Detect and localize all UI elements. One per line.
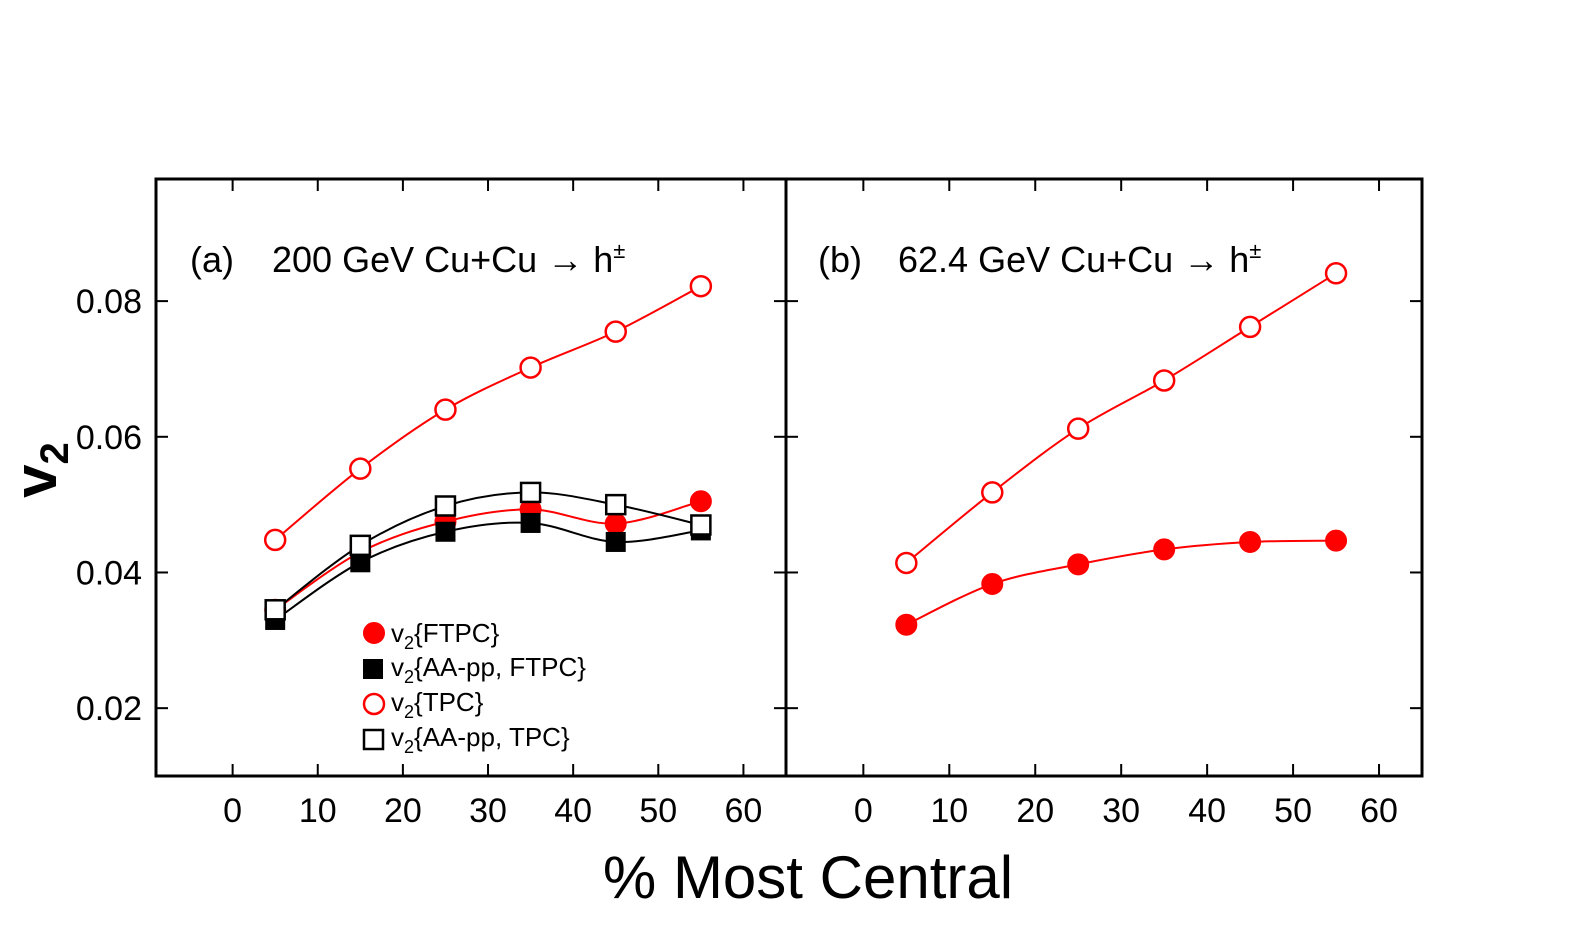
data-point: [434, 398, 457, 421]
data-point: [895, 613, 918, 636]
series-1: [895, 262, 1348, 575]
data-point: [1325, 529, 1348, 552]
x-tick-label: 50: [639, 792, 677, 830]
x-axis-title: % Most Central: [603, 844, 1013, 911]
data-point: [1152, 369, 1176, 392]
legend-label-aapp-tpc: v2{AA-pp, TPC}: [391, 722, 570, 757]
y-tick-label: 0.04: [76, 554, 142, 592]
panel-b-label: (b): [818, 239, 862, 280]
x-tick-label: 60: [725, 792, 763, 830]
series-line: [274, 500, 702, 611]
legend-label-tpc: v2{TPC}: [391, 687, 484, 722]
legend-label-aapp-ftpc: v2{AA-pp, FTPC}: [391, 652, 586, 687]
panel-b-title: 62.4 GeV Cu+Cu → h±: [898, 238, 1261, 280]
series-line: [274, 491, 702, 611]
panel-a-title: 200 GeV Cu+Cu → h±: [272, 238, 625, 280]
x-tick-label: 30: [469, 792, 507, 830]
data-point: [981, 573, 1004, 596]
data-point: [689, 274, 713, 298]
legend-marker-ftpc: [363, 622, 385, 644]
data-point: [519, 481, 542, 504]
panel-a: 0 10 20 30 40 50 60 0.02 0.04 0.06 0.08: [76, 177, 788, 830]
legend: v2{FTPC} v2{AA-pp, FTPC} v2{TPC} v2{AA-p…: [362, 618, 586, 757]
y-tick-label: 0.06: [76, 419, 142, 457]
data-point: [604, 512, 627, 535]
series-line: [274, 521, 701, 621]
y-axis-title: v2: [2, 442, 77, 498]
data-point: [435, 521, 456, 542]
data-point: [689, 490, 712, 513]
data-point: [1238, 315, 1262, 339]
data-point: [1239, 530, 1262, 553]
data-point: [1153, 538, 1176, 561]
x-tick-label: 60: [1360, 792, 1398, 830]
series-3: [264, 481, 712, 621]
x-tick-label: 20: [1016, 792, 1054, 830]
data-point: [1067, 553, 1090, 576]
x-tick-label: 50: [1274, 792, 1312, 830]
panel-a-label: (a): [190, 239, 234, 280]
data-point: [1324, 262, 1348, 285]
x-tick-label: 30: [1102, 792, 1140, 830]
legend-marker-tpc: [362, 692, 386, 716]
legend-item-tpc: v2{TPC}: [362, 687, 484, 722]
series-2: [263, 274, 713, 552]
data-point: [1066, 417, 1090, 440]
data-point: [519, 356, 542, 379]
legend-label-ftpc: v2{FTPC}: [391, 618, 500, 653]
legend-marker-aapp-tpc: [362, 728, 385, 751]
series-line: [274, 285, 702, 541]
y-tick-label: 0.02: [76, 690, 142, 728]
panel-b: 0 10 20 30 40 50 60: [784, 177, 1424, 830]
data-point: [349, 457, 372, 480]
data-point: [605, 531, 626, 552]
legend-marker-aapp-ftpc: [363, 659, 383, 679]
data-point: [604, 493, 627, 516]
legend-item-ftpc: v2{FTPC}: [363, 618, 500, 653]
data-point: [263, 528, 287, 552]
data-point: [520, 512, 541, 533]
series-line: [905, 272, 1337, 564]
data-point: [981, 481, 1004, 504]
data-point: [349, 534, 372, 557]
data-point: [264, 599, 286, 621]
data-point: [434, 495, 457, 517]
x-tick-label: 10: [930, 792, 968, 830]
legend-item-aapp-tpc: v2{AA-pp, TPC}: [362, 722, 570, 757]
legend-item-aapp-ftpc: v2{AA-pp, FTPC}: [363, 652, 586, 687]
data-point: [895, 551, 918, 575]
x-tick-label: 10: [299, 792, 337, 830]
x-tick-label: 0: [223, 792, 242, 830]
series-1: [265, 512, 711, 630]
x-tick-label: 40: [554, 792, 592, 830]
x-tick-label: 0: [854, 792, 873, 830]
x-tick-label: 20: [384, 792, 422, 830]
data-point: [690, 514, 712, 536]
x-tick-label: 40: [1188, 792, 1226, 830]
series-line: [905, 539, 1337, 626]
data-point: [604, 320, 627, 343]
y-tick-label: 0.08: [76, 283, 142, 321]
series-0: [895, 529, 1348, 636]
plot-frame: [784, 177, 1424, 778]
